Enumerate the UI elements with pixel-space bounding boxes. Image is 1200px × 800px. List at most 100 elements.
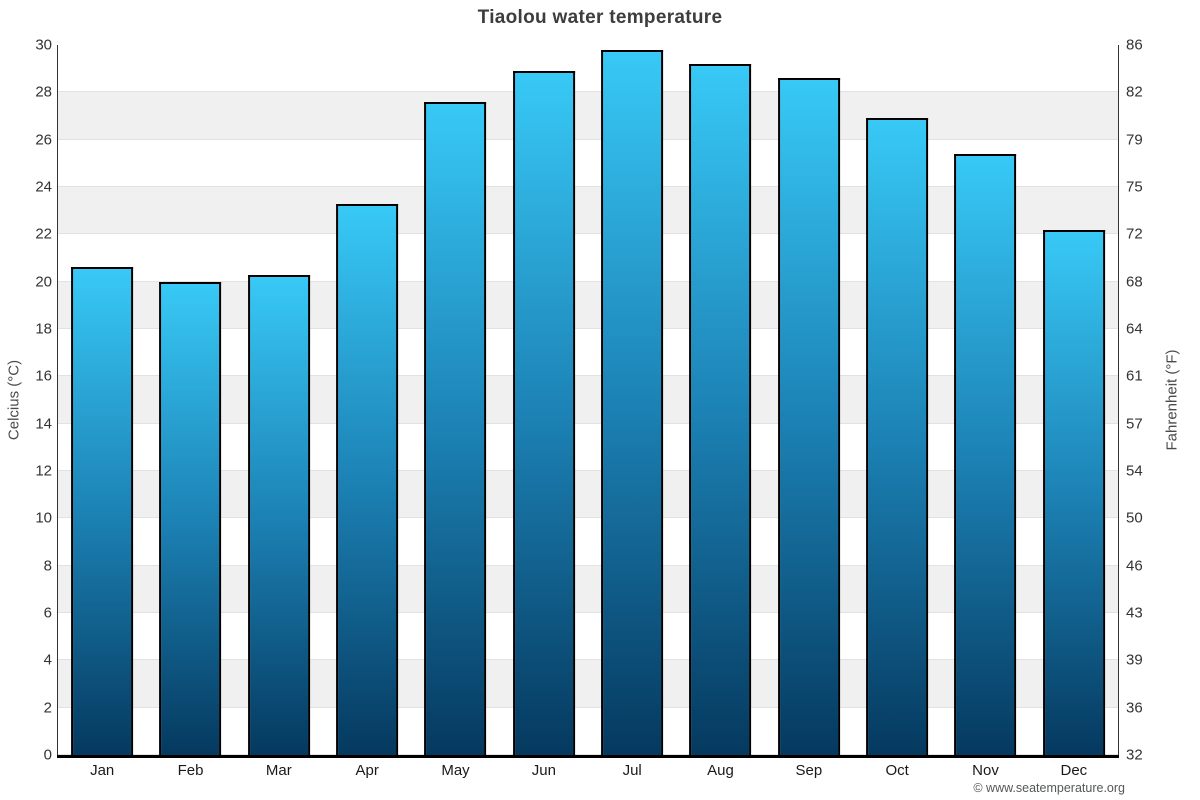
- fahrenheit-tick-labels: 86 82 79 75 72 68 64 61 57 54 50 46 43 39 36 32: [1126, 37, 1196, 764]
- chart-title: Tiaolou water temperature: [477, 7, 723, 28]
- fahrenheit-tick-label: 43: [1126, 604, 1143, 622]
- bar-feb[interactable]: [159, 281, 222, 755]
- celsius-tick-label: 20: [35, 273, 52, 291]
- fahrenheit-tick-label: 75: [1126, 178, 1143, 196]
- gridline: [58, 612, 1118, 613]
- fahrenheit-tick-label: 36: [1126, 699, 1143, 717]
- gridline: [58, 754, 1118, 755]
- background-band: [58, 471, 1118, 519]
- celsius-tick-label: 0: [43, 746, 52, 764]
- month-label: Feb: [177, 762, 204, 779]
- fahrenheit-tick-label: 32: [1126, 746, 1143, 764]
- background-band: [58, 376, 1118, 424]
- background-band: [58, 518, 1118, 566]
- gridline: [58, 91, 1118, 93]
- background-band: [58, 281, 1118, 329]
- month-label: Apr: [355, 762, 379, 779]
- bar-slot: [941, 45, 1029, 755]
- gridline: [58, 564, 1118, 566]
- bar-apr[interactable]: [336, 203, 399, 755]
- celsius-tick-label: 10: [35, 509, 52, 527]
- background-band: [58, 92, 1118, 140]
- bar-slot: [588, 45, 676, 755]
- bar-slot: [500, 45, 588, 755]
- celsius-tick-label: 16: [35, 367, 52, 385]
- bar-jan[interactable]: [71, 267, 134, 755]
- bar-slot: [146, 45, 234, 755]
- fahrenheit-axis-line: [1118, 45, 1119, 755]
- fahrenheit-tick-label: 82: [1126, 83, 1143, 101]
- bar-slot: [853, 45, 941, 755]
- fahrenheit-tick-label: 50: [1126, 509, 1143, 527]
- fahrenheit-tick-label: 86: [1126, 36, 1143, 54]
- background-band: [58, 187, 1118, 235]
- month-label: May: [441, 762, 470, 779]
- copyright-text: © www.seatemperature.org: [973, 781, 1125, 795]
- celsius-tick-label: 8: [43, 557, 52, 575]
- bar-slot: [765, 45, 853, 755]
- background-band: [58, 660, 1118, 708]
- gridline: [58, 186, 1118, 187]
- celsius-tick-label: 26: [35, 131, 52, 149]
- gridline: [58, 280, 1118, 282]
- fahrenheit-tick-label: 54: [1126, 462, 1143, 480]
- bar-sep[interactable]: [777, 78, 840, 755]
- month-label: Nov: [972, 762, 999, 779]
- bar-slot: [235, 45, 323, 755]
- bar-jun[interactable]: [512, 71, 575, 755]
- bar-slot: [58, 45, 146, 755]
- background-band: [58, 565, 1118, 613]
- gridline: [58, 706, 1118, 708]
- bar-may[interactable]: [424, 101, 487, 755]
- celsius-tick-label: 24: [35, 178, 52, 196]
- background-band: [58, 613, 1118, 661]
- x-axis-line: [57, 755, 1119, 758]
- bar-nov[interactable]: [954, 153, 1017, 755]
- background-band: [58, 423, 1118, 471]
- celsius-tick-label: 2: [43, 699, 52, 717]
- celsius-tick-label: 12: [35, 462, 52, 480]
- bar-slot: [676, 45, 764, 755]
- gridline: [58, 517, 1118, 519]
- background-band: [58, 707, 1118, 755]
- fahrenheit-tick-label: 57: [1126, 415, 1143, 433]
- celsius-axis-line: [57, 45, 58, 755]
- fahrenheit-tick-label: 79: [1126, 131, 1143, 149]
- celsius-tick-label: 6: [43, 604, 52, 622]
- gridline: [58, 138, 1118, 140]
- celsius-tick-labels: 30 28 26 24 22 20 18 16 14 12 10 8 6 4 2 0: [0, 37, 52, 764]
- gridline: [58, 233, 1118, 235]
- month-label: Mar: [265, 762, 292, 779]
- fahrenheit-tick-label: 39: [1126, 651, 1143, 669]
- bar-slot: [1030, 45, 1118, 755]
- bar-slot: [411, 45, 499, 755]
- fahrenheit-tick-label: 68: [1126, 273, 1143, 291]
- celsius-tick-label: 4: [43, 651, 52, 669]
- plot-area: [58, 45, 1118, 755]
- fahrenheit-tick-label: 64: [1126, 320, 1143, 338]
- month-label: Sep: [795, 762, 823, 779]
- celsius-tick-label: 18: [35, 320, 52, 338]
- celsius-tick-label: 28: [35, 83, 52, 101]
- bar-mar[interactable]: [247, 274, 310, 755]
- bar-oct[interactable]: [866, 118, 929, 755]
- gridline: [58, 470, 1118, 471]
- bar-jul[interactable]: [601, 49, 664, 755]
- gridline: [58, 375, 1118, 377]
- month-label: Dec: [1060, 762, 1088, 779]
- celsius-tick-label: 30: [35, 36, 52, 54]
- fahrenheit-axis-title: Fahrenheit (°F): [1163, 349, 1181, 451]
- background-band: [58, 234, 1118, 282]
- bar-aug[interactable]: [689, 63, 752, 755]
- gridline: [58, 659, 1118, 661]
- background-band: [58, 139, 1118, 187]
- month-label: Jul: [622, 762, 642, 779]
- bar-dec[interactable]: [1042, 229, 1105, 755]
- celsius-axis-title: Celcius (°C): [5, 359, 23, 441]
- celsius-tick-label: 22: [35, 225, 52, 243]
- background-band: [58, 329, 1118, 377]
- month-label: Aug: [707, 762, 734, 779]
- gridline: [58, 328, 1118, 329]
- month-label: Jun: [531, 762, 556, 779]
- bar-slot: [323, 45, 411, 755]
